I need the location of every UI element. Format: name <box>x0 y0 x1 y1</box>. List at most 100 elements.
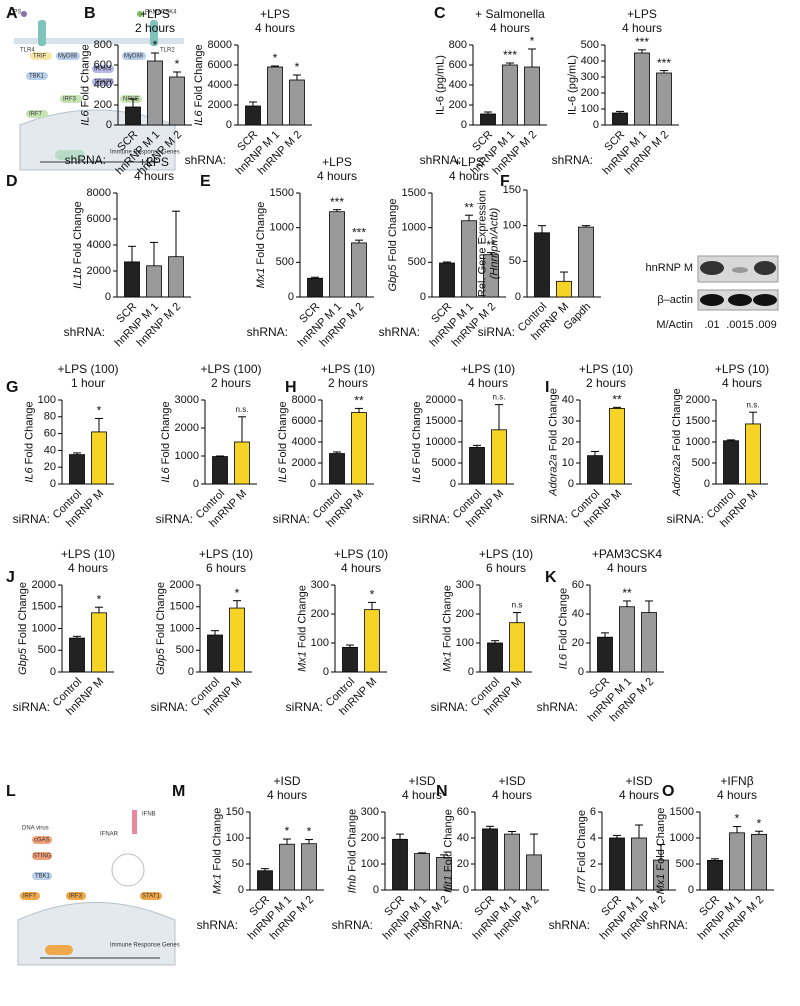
y-tick-label: 0 <box>106 119 112 131</box>
error-bar <box>755 830 763 835</box>
significance: ** <box>612 393 622 407</box>
chart-subtitle: 2 hours <box>211 376 251 390</box>
y-label: IL6 Fold Change <box>160 401 172 482</box>
y-tick-label: 300 <box>456 579 474 591</box>
y-tick-label: 6000 <box>87 213 111 225</box>
chart-title: +LPS (10) <box>715 362 769 376</box>
dna-complex <box>45 945 73 955</box>
error-bar <box>613 406 621 409</box>
chart-title: +LPS (10) <box>334 547 388 561</box>
bar <box>751 833 767 891</box>
y-tick-label: 0 <box>515 291 521 303</box>
bar <box>534 232 550 298</box>
y-label-text: Fold Change <box>387 199 399 262</box>
y-label-text: Fold Change <box>655 808 667 871</box>
panel-label: F <box>500 173 510 190</box>
significance: * <box>757 816 762 830</box>
y-label-gene: IL6 <box>23 467 35 483</box>
significance: ** <box>354 394 364 408</box>
significance: n.s <box>512 601 523 610</box>
y-label-gene: Mx1 <box>441 651 453 672</box>
error-bar <box>211 630 219 636</box>
bar <box>146 265 162 298</box>
diagram-label: LPS <box>10 10 21 16</box>
chart-title: + Salmonella <box>475 7 545 21</box>
y-label-gene: IL6 <box>79 110 91 126</box>
error-bar <box>311 276 319 279</box>
chart-subtitle: 4 hours <box>722 376 762 390</box>
panel-label: L <box>6 783 16 800</box>
y-tick-label: 300 <box>361 806 379 818</box>
y-tick-label: 0 <box>226 119 232 131</box>
significance: * <box>295 60 300 74</box>
y-tick-label: 0 <box>373 884 379 896</box>
y-tick-label: 6 <box>590 806 596 818</box>
bar <box>487 642 503 673</box>
y-tick-label: 1000 <box>402 222 426 234</box>
y-tick-label: 4000 <box>292 436 316 448</box>
bar <box>641 612 657 673</box>
diagram-label: MyD88 <box>58 54 78 60</box>
y-label-text: Fold Change <box>23 401 35 464</box>
y-tick-label: 500 <box>581 39 599 51</box>
y-label-text: Fold Change <box>346 809 358 872</box>
vesicle <box>111 853 145 887</box>
x-label: shRNA: <box>64 325 105 339</box>
error-bar <box>560 271 568 282</box>
node <box>32 852 52 860</box>
bar <box>631 837 647 891</box>
y-tick-label: 500 <box>38 644 56 656</box>
y-label: Rel. Gene Expression <box>476 190 488 297</box>
panel-label: C <box>434 5 446 22</box>
y-tick-label: 8000 <box>208 39 232 51</box>
y-tick-label: 100 <box>38 394 56 406</box>
y-label-text: Fold Change <box>277 401 289 464</box>
y-tick-label: 0 <box>50 666 56 678</box>
y-tick-label: 6000 <box>292 415 316 427</box>
bar <box>351 242 367 298</box>
y-tick-label: 50 <box>509 255 521 267</box>
chart-subtitle: 4 hours <box>490 21 530 35</box>
y-tick-label: 1500 <box>686 415 710 427</box>
y-label: Ifnb Fold Change <box>346 809 358 893</box>
diagram-label: STAT1 <box>142 894 160 900</box>
error-bar <box>238 416 246 442</box>
y-label-text: Fold Change <box>671 388 683 451</box>
band <box>700 261 724 275</box>
y-tick-label: 500 <box>176 644 194 656</box>
y-label: IL6 Fold Change <box>277 401 289 482</box>
error-bar <box>129 98 137 107</box>
y-tick-label: 1500 <box>32 601 56 613</box>
y-tick-label: 50 <box>232 858 244 870</box>
y-tick-label: 100 <box>456 637 474 649</box>
y-tick-label: 800 <box>449 39 467 51</box>
y-tick-label: 2000 <box>208 99 232 111</box>
y-label-gene: Adora2a <box>548 454 560 497</box>
band <box>754 261 776 275</box>
panel-label: G <box>6 379 18 396</box>
bar <box>91 431 107 485</box>
y-label-text: Fold Change <box>17 582 29 645</box>
chart-subtitle: 4 hours <box>255 21 295 35</box>
y-tick-label: 3000 <box>175 394 199 406</box>
x-label: shRNA: <box>65 153 106 167</box>
chart-title: +ISD <box>408 774 435 788</box>
y-tick-label: 100 <box>503 220 521 232</box>
error-bar <box>638 49 646 53</box>
blot-ratio: .0015 <box>726 319 754 331</box>
error-bar <box>249 101 257 106</box>
bar <box>480 113 496 126</box>
panel-label: H <box>285 379 297 396</box>
error-bar <box>616 110 624 113</box>
x-label: shRNA: <box>332 918 373 932</box>
x-label: siRNA: <box>273 512 310 526</box>
bar <box>502 64 518 126</box>
y-tick-label: 4000 <box>87 239 111 251</box>
x-label: siRNA: <box>431 700 468 714</box>
bar <box>556 280 572 298</box>
y-label: IL-6 (pg/mL) <box>434 55 446 115</box>
chart-subtitle: 4 hours <box>607 561 647 575</box>
bar <box>597 636 613 673</box>
panel-label: I <box>545 379 549 396</box>
y-tick-label: 0 <box>461 119 467 131</box>
